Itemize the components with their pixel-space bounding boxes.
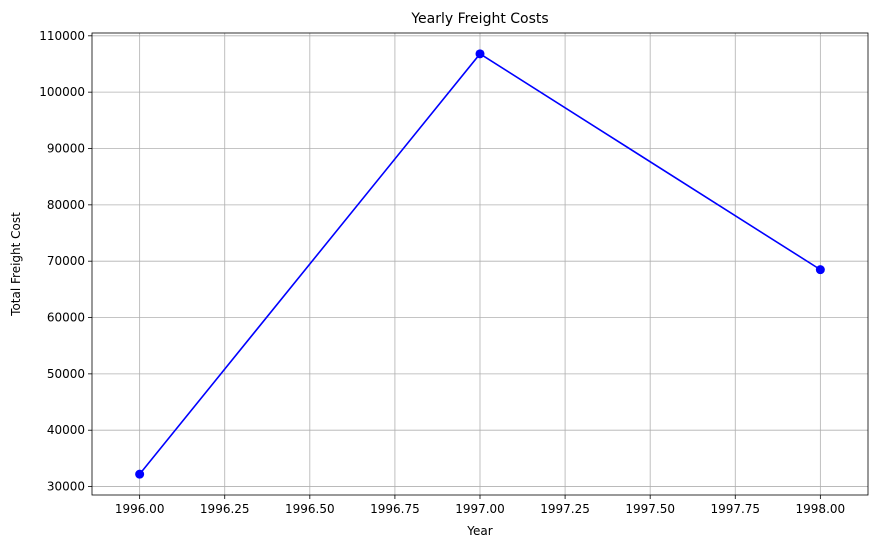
grid <box>92 33 868 495</box>
y-tick-label: 40000 <box>47 423 85 437</box>
y-tick-label: 100000 <box>39 85 85 99</box>
data-point-marker <box>135 469 145 479</box>
x-tick-label: 1997.75 <box>710 502 760 516</box>
data-point-marker <box>815 265 825 275</box>
series-layer <box>135 49 825 479</box>
x-tick-label: 1997.00 <box>455 502 505 516</box>
x-tick-label: 1998.00 <box>796 502 846 516</box>
x-tick-label: 1996.25 <box>200 502 250 516</box>
x-tick-label: 1997.50 <box>625 502 675 516</box>
x-tick-label: 1996.75 <box>370 502 420 516</box>
y-tick-label: 60000 <box>47 311 85 325</box>
y-tick-label: 90000 <box>47 142 85 156</box>
x-tick-label: 1997.25 <box>540 502 590 516</box>
x-tick-label: 1996.50 <box>285 502 335 516</box>
y-tick-label: 80000 <box>47 198 85 212</box>
y-tick-label: 110000 <box>39 29 85 43</box>
y-tick-label: 30000 <box>47 480 85 494</box>
data-point-marker <box>475 49 485 59</box>
x-tick-label: 1996.00 <box>115 502 165 516</box>
y-tick-label: 70000 <box>47 254 85 268</box>
x-axis-title: Year <box>466 524 492 538</box>
chart-title: Yearly Freight Costs <box>410 11 548 27</box>
y-axis-title: Total Freight Cost <box>9 212 23 317</box>
y-tick-label: 50000 <box>47 367 85 381</box>
axis-ticks: 1996.00 1996.25 1996.50 1996.75 1997.00 1997.… <box>39 29 845 516</box>
